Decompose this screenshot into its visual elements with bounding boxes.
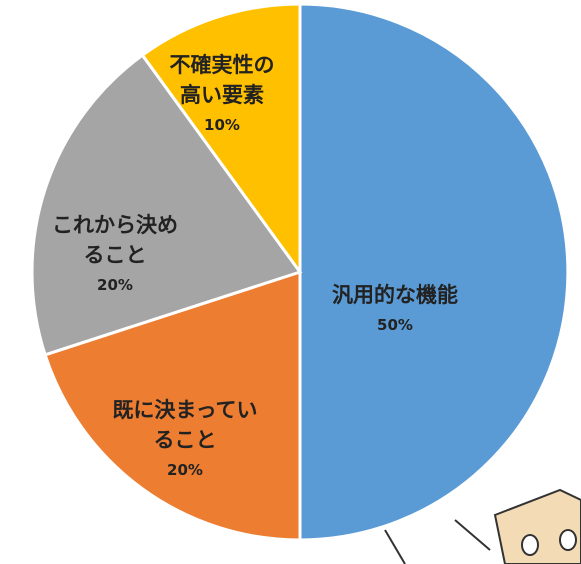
category-label: 汎用的な機能 (332, 283, 458, 307)
category-label: これから決めること (52, 213, 178, 267)
chart: 汎用的な機能50%既に決まっていること20%これから決めること20%不確実性の高… (0, 0, 581, 564)
pie-slice (300, 4, 568, 540)
category-label: 不確実性の高い要素 (170, 53, 275, 107)
value-label: 50% (320, 310, 470, 340)
value-label: 20% (110, 455, 260, 485)
slice-label: 汎用的な機能 50% (320, 280, 470, 340)
category-label: 既に決まっていること (112, 398, 257, 452)
value-label: 20% (43, 270, 188, 300)
value-label: 10% (162, 110, 282, 140)
